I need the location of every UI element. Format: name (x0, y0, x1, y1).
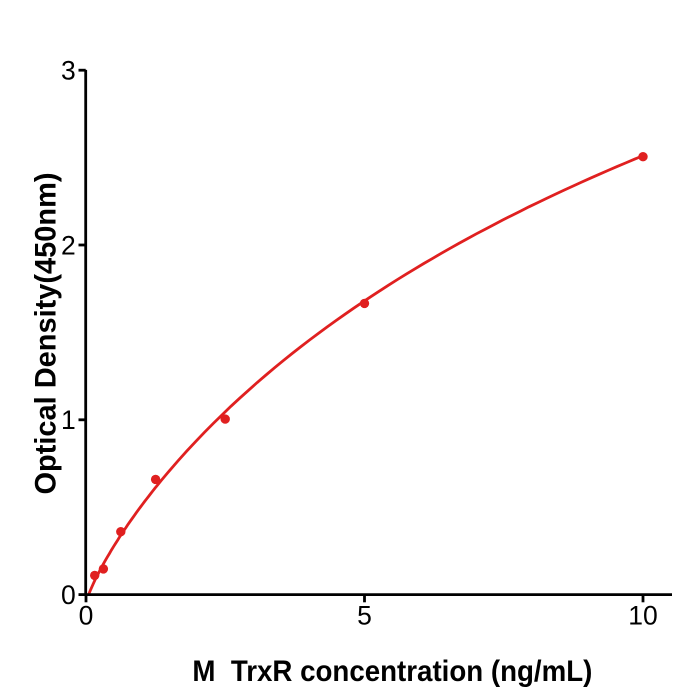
svg-text:Optical Density(450nm): Optical Density(450nm) (30, 173, 63, 495)
svg-text:1: 1 (61, 405, 76, 435)
svg-text:2: 2 (61, 230, 76, 260)
svg-text:0: 0 (79, 601, 94, 631)
svg-text:3: 3 (61, 56, 76, 86)
svg-text:10: 10 (628, 601, 657, 631)
svg-text:0: 0 (61, 580, 76, 610)
svg-text:5: 5 (357, 601, 372, 631)
svg-text:M TrxR concentration (ng/mL): M TrxR concentration (ng/mL) (192, 655, 592, 688)
